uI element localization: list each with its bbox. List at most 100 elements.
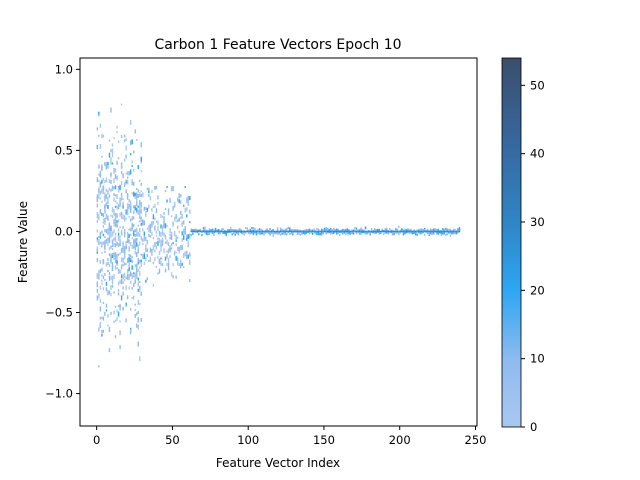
heatmap-cell	[440, 233, 442, 236]
heatmap-cell	[396, 231, 399, 234]
heatmap-cell	[108, 139, 111, 142]
heatmap-cell	[137, 268, 139, 272]
heatmap-cell	[120, 264, 123, 267]
heatmap-cell	[146, 277, 149, 281]
heatmap-cell	[96, 219, 99, 223]
heatmap-cell	[130, 254, 132, 258]
heatmap-cell	[98, 235, 100, 238]
heatmap-cell	[176, 236, 179, 239]
heatmap-cell	[110, 245, 112, 249]
heatmap-cell	[396, 230, 399, 233]
heatmap-cell	[134, 303, 136, 306]
heatmap-cell	[101, 333, 103, 337]
heatmap-cell	[404, 230, 406, 233]
heatmap-cell	[113, 136, 115, 139]
heatmap-cell	[104, 218, 106, 223]
heatmap-cell	[139, 285, 141, 290]
heatmap-cell	[120, 229, 123, 232]
heatmap-cell	[139, 302, 141, 305]
heatmap-cell	[107, 205, 109, 210]
heatmap-cell	[373, 231, 376, 234]
heatmap-cell	[119, 203, 121, 208]
heatmap-cell	[173, 250, 176, 256]
heatmap-cell	[117, 292, 120, 296]
heatmap-cell	[430, 232, 432, 235]
heatmap-cell	[158, 233, 161, 237]
heatmap-cell	[96, 273, 99, 279]
heatmap-cell	[116, 215, 118, 218]
heatmap-cell	[120, 231, 123, 236]
heatmap-cell	[170, 215, 173, 218]
heatmap-cell	[410, 230, 412, 233]
heatmap-cell	[151, 221, 153, 227]
heatmap-cell	[123, 217, 126, 222]
heatmap-cell	[422, 229, 424, 232]
heatmap-cell	[114, 185, 117, 190]
heatmap-cell	[454, 228, 456, 231]
heatmap-cell	[420, 228, 423, 231]
heatmap-cell	[316, 230, 318, 233]
heatmap-cell	[267, 230, 270, 233]
heatmap-cell	[155, 230, 158, 234]
heatmap-cell	[442, 230, 444, 233]
heatmap-cell	[108, 290, 111, 295]
heatmap-cell	[158, 268, 161, 274]
heatmap-cell	[166, 239, 168, 245]
heatmap-cell	[366, 230, 368, 233]
heatmap-cell	[104, 162, 106, 167]
heatmap-cell	[125, 145, 127, 151]
heatmap-cell	[180, 216, 182, 219]
heatmap-cell	[108, 231, 111, 237]
heatmap-cell	[252, 229, 255, 232]
heatmap-cell	[128, 256, 130, 260]
heatmap-cell	[131, 273, 133, 279]
heatmap-cell	[360, 227, 362, 230]
heatmap-cell	[455, 232, 458, 235]
heatmap-cell	[130, 327, 132, 330]
heatmap-cell	[442, 232, 444, 235]
heatmap-cell	[140, 253, 142, 256]
heatmap-cell	[167, 242, 170, 247]
heatmap-cell	[408, 231, 411, 234]
heatmap-cell	[278, 231, 280, 234]
heatmap-cell	[319, 230, 321, 233]
heatmap-cell	[226, 230, 229, 233]
heatmap-cell	[378, 230, 380, 233]
heatmap-cell	[175, 213, 177, 219]
heatmap-cell	[437, 228, 439, 231]
heatmap-cell	[131, 192, 133, 195]
heatmap-cell	[126, 211, 129, 215]
heatmap-cell	[386, 227, 388, 230]
heatmap-cell	[322, 228, 324, 231]
heatmap-cell	[139, 241, 141, 246]
heatmap-cell	[305, 231, 308, 234]
heatmap-cell	[190, 230, 192, 233]
heatmap-cell	[298, 232, 300, 235]
heatmap-cell	[126, 181, 129, 185]
heatmap-cell	[352, 229, 355, 232]
heatmap-cell	[102, 275, 105, 279]
x-tick-label: 150	[313, 433, 335, 447]
heatmap-cell	[117, 204, 120, 210]
heatmap-cell	[140, 222, 142, 226]
heatmap-cell	[195, 228, 197, 231]
heatmap-cell	[98, 293, 100, 299]
heatmap-cell	[346, 230, 349, 233]
heatmap-cell	[131, 256, 133, 259]
heatmap-cell	[117, 188, 120, 193]
heatmap-cell	[120, 164, 123, 169]
heatmap-cell	[354, 230, 356, 233]
heatmap-cell	[139, 210, 141, 214]
heatmap-cell	[113, 209, 115, 214]
heatmap-cell	[126, 203, 129, 209]
heatmap-cell	[117, 269, 120, 272]
heatmap-cell	[267, 231, 270, 234]
heatmap-cell	[143, 234, 146, 238]
heatmap-cell	[137, 257, 139, 261]
heatmap-cell	[133, 240, 135, 243]
heatmap-cell	[96, 237, 99, 240]
heatmap-cell	[98, 217, 100, 221]
heatmap-cell	[389, 228, 391, 231]
heatmap-cell	[119, 303, 121, 308]
heatmap-cell	[230, 229, 232, 232]
